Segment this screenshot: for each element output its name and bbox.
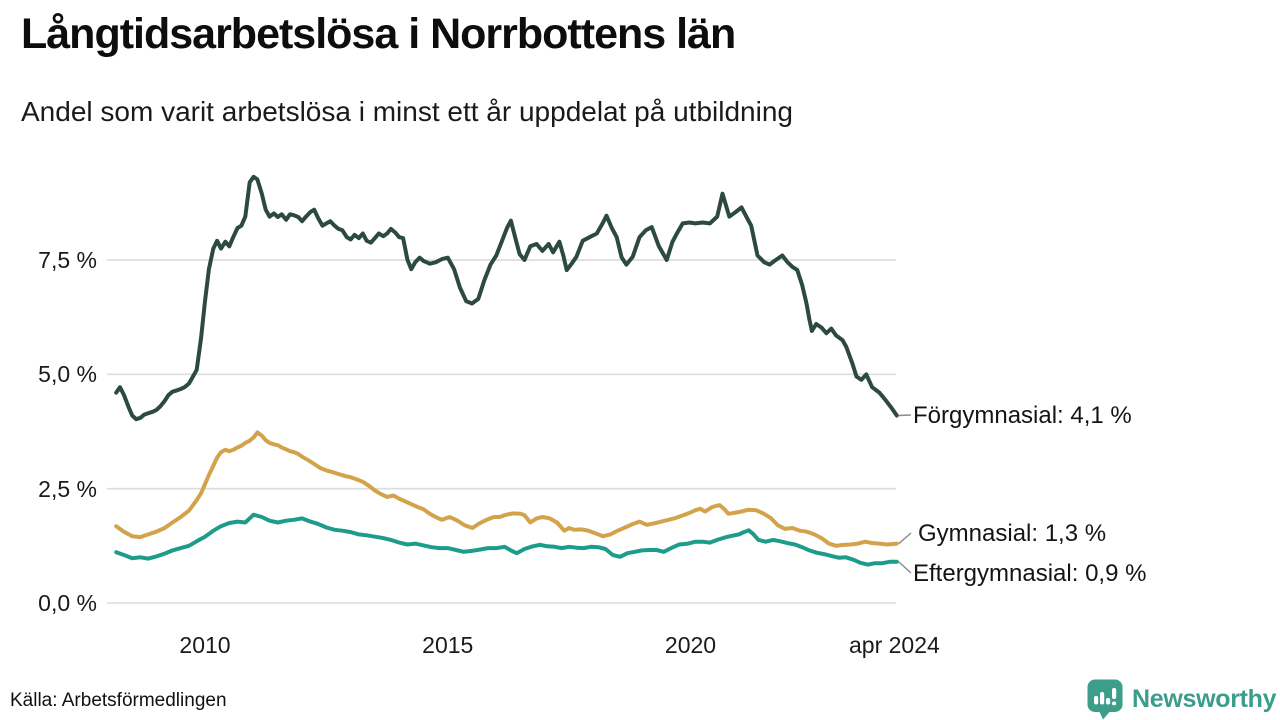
series-end-label-gymnasial: Gymnasial: 1,3 %: [918, 519, 1107, 547]
newsworthy-logo-icon: [1087, 679, 1123, 720]
label-connector: [898, 532, 912, 545]
series-line-gymnasial: [114, 430, 899, 548]
y-axis-tick-label: 0,0 %: [38, 590, 97, 616]
series-end-label-eftergymnasial: Eftergymnasial: 0,9 %: [913, 559, 1147, 587]
y-axis-tick-label: 2,5 %: [38, 475, 97, 502]
x-axis-tick-label: 2020: [664, 632, 717, 658]
page-subtitle: Andel som varit arbetslösa i minst ett å…: [21, 96, 793, 127]
x-axis-tick-label: 2010: [179, 632, 231, 658]
brand-logo: Newsworthy: [1087, 679, 1277, 720]
y-axis-tick-label: 7,5 %: [38, 247, 97, 274]
y-axis-tick-label: 5,0 %: [38, 361, 97, 388]
series-line-förgymnasial: [114, 174, 899, 422]
brand-name: Newsworthy: [1132, 685, 1277, 713]
label-connector: [898, 561, 912, 574]
x-axis-tick-label: apr 2024: [849, 632, 940, 658]
x-axis-tick-label: 2015: [422, 632, 474, 658]
page-title: Långtidsarbetslösa i Norrbottens län: [21, 10, 736, 58]
series-line-eftergymnasial: [114, 512, 899, 567]
label-connector: [898, 414, 912, 417]
series-end-label-forgymnasial: Förgymnasial: 4,1 %: [913, 401, 1132, 429]
source-note: Källa: Arbetsförmedlingen: [10, 690, 227, 711]
